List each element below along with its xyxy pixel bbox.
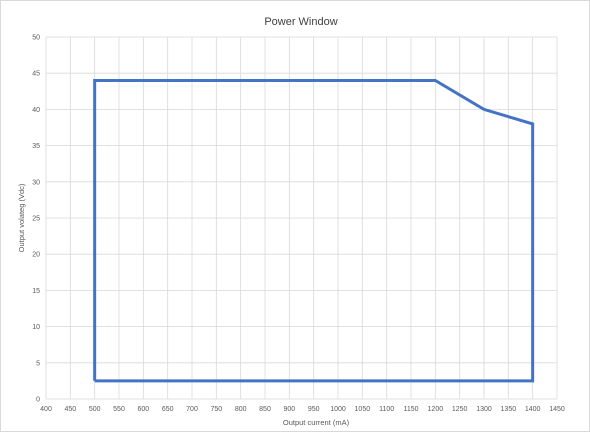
y-tick-label: 40	[32, 107, 40, 114]
x-axis-title: Output current (mA)	[283, 418, 350, 427]
y-tick-label: 35	[32, 143, 40, 150]
y-tick-label: 50	[32, 35, 40, 42]
x-tick-label: 600	[137, 406, 149, 413]
tick-labels: 400 450 500 550 600 650 700 750 800 850 900 950 1000…	[32, 35, 565, 414]
y-tick-label: 45	[32, 71, 40, 78]
x-tick-label: 1450	[549, 406, 565, 413]
x-tick-label: 800	[235, 406, 247, 413]
x-tick-label: 850	[259, 406, 271, 413]
y-tick-label: 30	[32, 179, 40, 186]
x-tick-label: 950	[308, 406, 320, 413]
y-tick-label: 25	[32, 216, 40, 223]
y-tick-label: 20	[32, 252, 40, 259]
grid	[45, 36, 558, 400]
y-axis-title: Output volateg (Vdc)	[17, 183, 26, 252]
x-tick-label: 1350	[501, 406, 517, 413]
series	[93, 78, 535, 383]
x-tick-label: 1000	[330, 406, 346, 413]
x-tick-label: 500	[89, 406, 101, 413]
x-tick-label: 1150	[403, 406, 418, 413]
y-tick-label: 0	[36, 397, 40, 404]
x-tick-label: 1200	[428, 406, 444, 413]
x-tick-label: 700	[186, 406, 198, 413]
x-tick-label: 1250	[452, 406, 468, 413]
x-tick-label: 1050	[355, 406, 371, 413]
x-tick-label: 1400	[525, 406, 541, 413]
x-tick-label: 750	[210, 406, 222, 413]
x-tick-label: 1300	[476, 406, 492, 413]
x-tick-label: 450	[64, 406, 76, 413]
x-tick-label: 550	[113, 406, 125, 413]
y-tick-label: 15	[32, 288, 40, 295]
y-tick-label: 5	[36, 360, 40, 367]
y-tick-label: 10	[32, 324, 40, 331]
x-tick-label: 1100	[379, 406, 394, 413]
x-tick-label: 900	[283, 406, 295, 413]
series-line	[93, 78, 535, 383]
x-tick-label: 400	[40, 406, 52, 413]
x-tick-label: 650	[162, 406, 174, 413]
chart-title: Power Window	[264, 16, 337, 28]
